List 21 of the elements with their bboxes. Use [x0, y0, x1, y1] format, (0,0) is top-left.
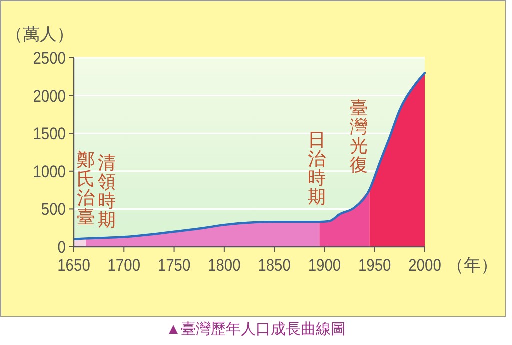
- y-tick-label: 2500: [33, 48, 72, 68]
- x-tick-label: 1750: [158, 256, 196, 275]
- x-tick-label: 2000: [408, 256, 446, 275]
- annotation: 清領時期: [98, 153, 116, 231]
- x-tick-label: 1950: [358, 256, 396, 275]
- x-tick-label: 1650: [58, 256, 96, 275]
- y-tick-label: 0: [58, 238, 68, 257]
- x-tick-label: 1700: [108, 256, 146, 275]
- annotation: 臺灣光復: [350, 98, 368, 176]
- annotation: 鄭氏治臺: [77, 150, 95, 228]
- y-tick-label: 1000: [33, 162, 72, 182]
- y-tick-label: 1500: [33, 124, 72, 144]
- x-tick-label: 1800: [208, 256, 246, 275]
- x-tick-label: 1900: [308, 256, 346, 275]
- y-tick-label: 2000: [33, 86, 72, 106]
- x-tick-label: 1850: [258, 256, 296, 275]
- y-axis-title: （萬人）: [6, 25, 74, 44]
- text: ▲臺灣歷年人口成長曲線圖: [166, 321, 346, 338]
- x-axis-title: （年）: [447, 256, 498, 275]
- annotation: 日治時期: [308, 130, 326, 208]
- y-tick-label: 500: [41, 200, 70, 220]
